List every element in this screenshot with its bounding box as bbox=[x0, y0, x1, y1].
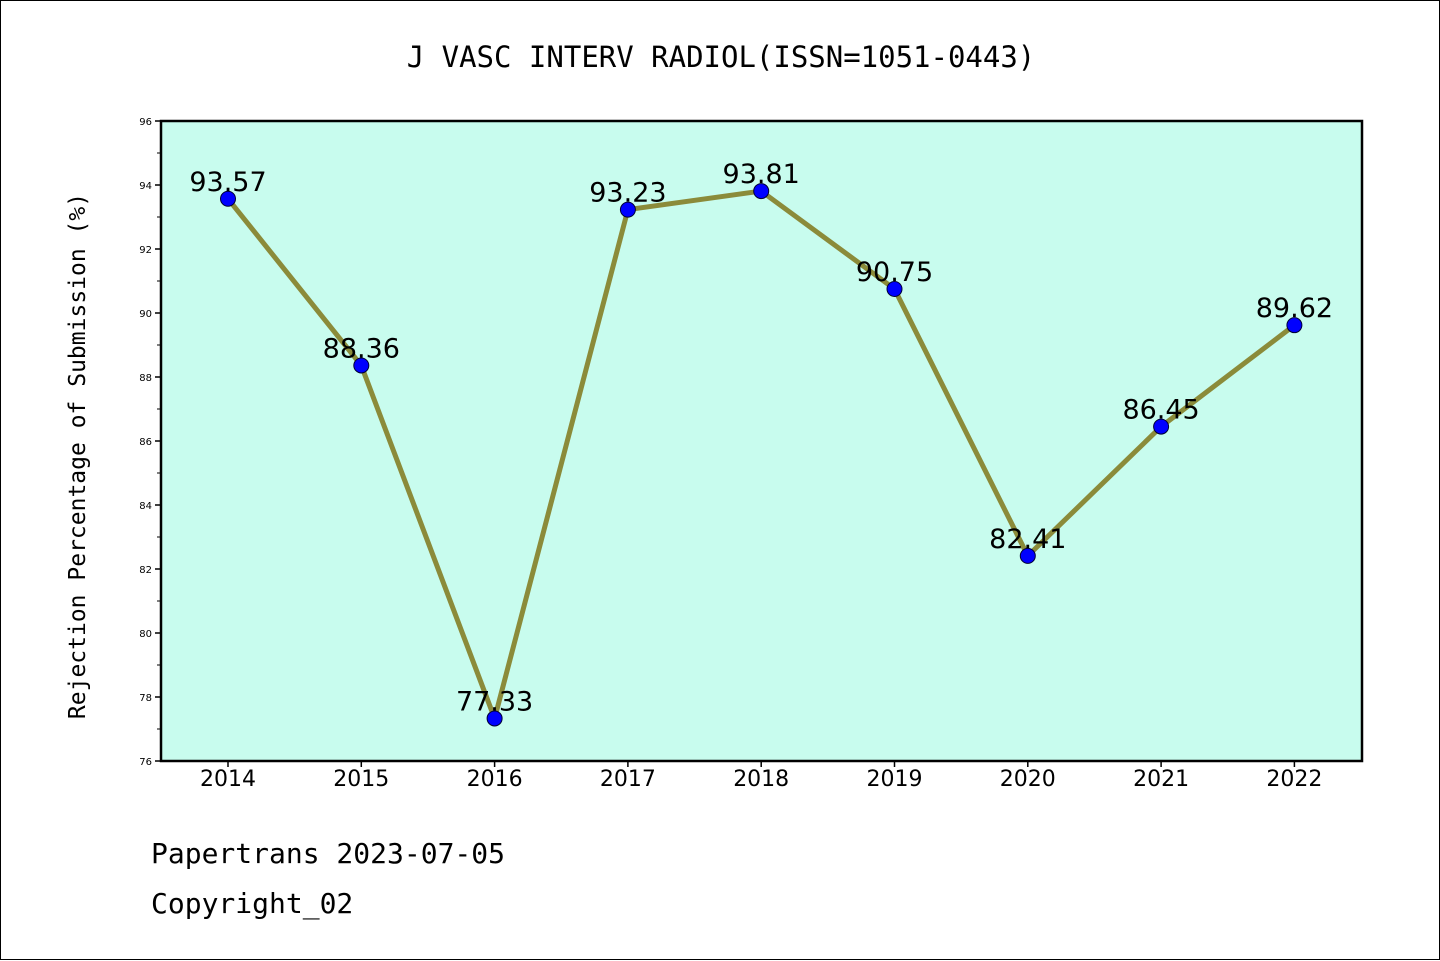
data-point bbox=[1153, 418, 1170, 435]
data-point bbox=[619, 201, 636, 218]
data-label: 89.62 bbox=[1256, 293, 1333, 324]
x-tick-label: 2017 bbox=[600, 767, 656, 792]
data-point bbox=[886, 281, 903, 297]
data-label: 77.33 bbox=[456, 686, 533, 717]
y-tick-label: 88 bbox=[139, 373, 152, 384]
plot-border bbox=[159, 119, 1364, 763]
data-point bbox=[1019, 547, 1036, 564]
x-tick-label: 2020 bbox=[1000, 767, 1056, 792]
chart-title: J VASC INTERV RADIOL(ISSN=1051-0443) bbox=[407, 40, 1036, 74]
footer-copyright: Copyright_02 bbox=[151, 887, 354, 920]
y-tick-label: 90 bbox=[139, 309, 152, 320]
y-tick-label: 96 bbox=[139, 117, 152, 128]
data-label: 82.41 bbox=[989, 524, 1066, 555]
data-label: 88.36 bbox=[323, 333, 400, 364]
y-tick-label: 84 bbox=[139, 501, 152, 512]
x-tick-label: 2015 bbox=[333, 767, 389, 792]
y-tick-label: 80 bbox=[139, 629, 152, 640]
y-tick-label: 94 bbox=[139, 181, 152, 192]
y-tick-label: 86 bbox=[139, 437, 152, 448]
x-tick-label: 2019 bbox=[867, 767, 923, 792]
data-point bbox=[220, 190, 236, 207]
data-label: 93.23 bbox=[589, 178, 666, 209]
y-axis-label: Rejection Percentage of Submission (%) bbox=[65, 193, 91, 719]
footer-source: Papertrans 2023-07-05 bbox=[151, 837, 506, 870]
y-tick-label: 92 bbox=[139, 245, 152, 256]
data-label: 93.81 bbox=[723, 159, 800, 190]
x-tick-label: 2021 bbox=[1133, 767, 1189, 792]
data-label: 90.75 bbox=[856, 257, 933, 288]
data-point bbox=[486, 710, 503, 727]
x-tick-label: 2022 bbox=[1266, 767, 1322, 792]
plot-area bbox=[161, 121, 1362, 761]
y-tick-label: 76 bbox=[139, 757, 152, 768]
x-tick-label: 2018 bbox=[733, 767, 789, 792]
x-tick-label: 2014 bbox=[200, 767, 256, 792]
y-tick-label: 78 bbox=[139, 693, 152, 704]
data-point bbox=[353, 357, 370, 374]
data-label: 86.45 bbox=[1122, 395, 1199, 426]
data-point bbox=[753, 183, 770, 200]
data-point bbox=[1286, 317, 1303, 334]
data-label: 93.57 bbox=[189, 167, 266, 198]
x-tick-label: 2016 bbox=[467, 767, 523, 792]
y-tick-label: 82 bbox=[139, 565, 152, 576]
